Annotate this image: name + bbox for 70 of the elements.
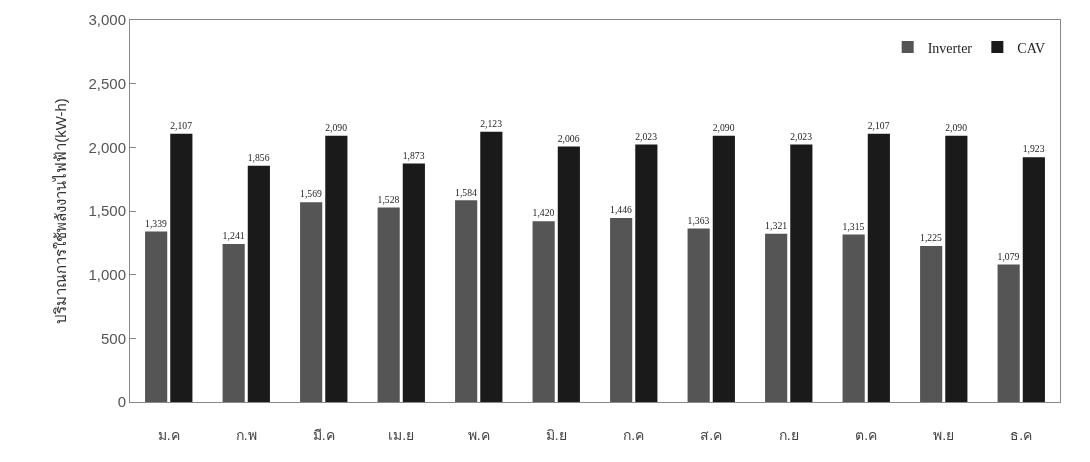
- bar: [557, 146, 580, 402]
- bar: [790, 144, 813, 402]
- x-tick-label: ต.ค: [855, 426, 878, 443]
- bar: [867, 133, 890, 402]
- data-label: 1,079: [997, 250, 1020, 262]
- bar: [532, 221, 555, 402]
- data-label: 1,321: [765, 220, 788, 231]
- y-tick-label: 2,500: [88, 74, 126, 92]
- y-tick-label: 3,000: [88, 11, 126, 29]
- data-label: 1,363: [687, 214, 710, 226]
- data-label: 2,090: [325, 122, 348, 134]
- bar: [300, 202, 323, 402]
- data-label: 1,420: [532, 207, 555, 219]
- bar: [325, 135, 348, 402]
- data-label: 1,584: [455, 186, 477, 198]
- data-label: 1,873: [402, 149, 425, 161]
- data-label: 1,528: [377, 193, 400, 205]
- data-label: 2,107: [170, 119, 193, 131]
- x-tick-label: พ.ค: [467, 426, 490, 443]
- y-tick-label: 0: [117, 393, 126, 411]
- y-tick-label: 2,000: [88, 138, 126, 156]
- bar: [635, 144, 658, 402]
- data-label: 2,090: [712, 122, 735, 134]
- bar: [480, 131, 503, 402]
- x-tick-label: ก.ค: [623, 426, 645, 443]
- legend-label: CAV: [1017, 40, 1046, 56]
- x-tick-label: มิ.ย: [545, 426, 567, 443]
- legend-label: Inverter: [927, 40, 973, 56]
- bar: [920, 246, 943, 402]
- bar: [687, 228, 710, 402]
- data-label: 1,241: [222, 230, 245, 242]
- y-tick-label: 1,000: [88, 265, 126, 283]
- bar: [145, 231, 168, 402]
- bar: [765, 233, 788, 402]
- bar: [1022, 157, 1045, 402]
- data-label: 1,923: [1022, 143, 1045, 155]
- data-label: 2,090: [945, 122, 968, 134]
- data-label: 1,315: [842, 220, 865, 232]
- bar: [402, 163, 425, 402]
- y-tick-label: 500: [100, 329, 126, 347]
- data-label: 1,446: [610, 204, 632, 216]
- bar: [455, 200, 478, 402]
- x-tick-label: มี.ค: [312, 426, 335, 443]
- bar: [842, 234, 865, 402]
- x-tick-label: พ.ย: [933, 426, 955, 443]
- y-axis-title: ปริมาณการใช้พลังงานไฟฟ้า(kW-h): [51, 98, 69, 324]
- x-tick-label: ก.พ: [235, 426, 257, 443]
- data-label: 2,023: [790, 130, 813, 142]
- bar: [170, 133, 193, 402]
- bar: [945, 135, 968, 402]
- data-label: 2,107: [867, 119, 890, 131]
- data-label: 2,006: [557, 132, 580, 144]
- bar: [712, 135, 735, 402]
- data-label: 2,123: [480, 117, 503, 129]
- x-tick-label: ธ.ค: [1010, 426, 1033, 443]
- data-label: 1,225: [920, 232, 942, 244]
- data-label: 1,856: [247, 151, 270, 163]
- bar: [997, 264, 1020, 402]
- bar: [222, 243, 245, 402]
- bar: [610, 217, 633, 402]
- x-tick-label: เม.ย: [388, 426, 415, 443]
- y-tick-label: 1,500: [88, 202, 126, 220]
- x-tick-label: ก.ย: [778, 426, 799, 443]
- x-tick-label: ม.ค: [157, 426, 180, 443]
- bar: [247, 165, 270, 402]
- data-label: 2,023: [635, 130, 658, 142]
- data-label: 1,339: [145, 217, 167, 229]
- bar: [377, 207, 400, 402]
- data-label: 1,569: [300, 188, 322, 200]
- x-tick-label: ส.ค: [700, 426, 723, 443]
